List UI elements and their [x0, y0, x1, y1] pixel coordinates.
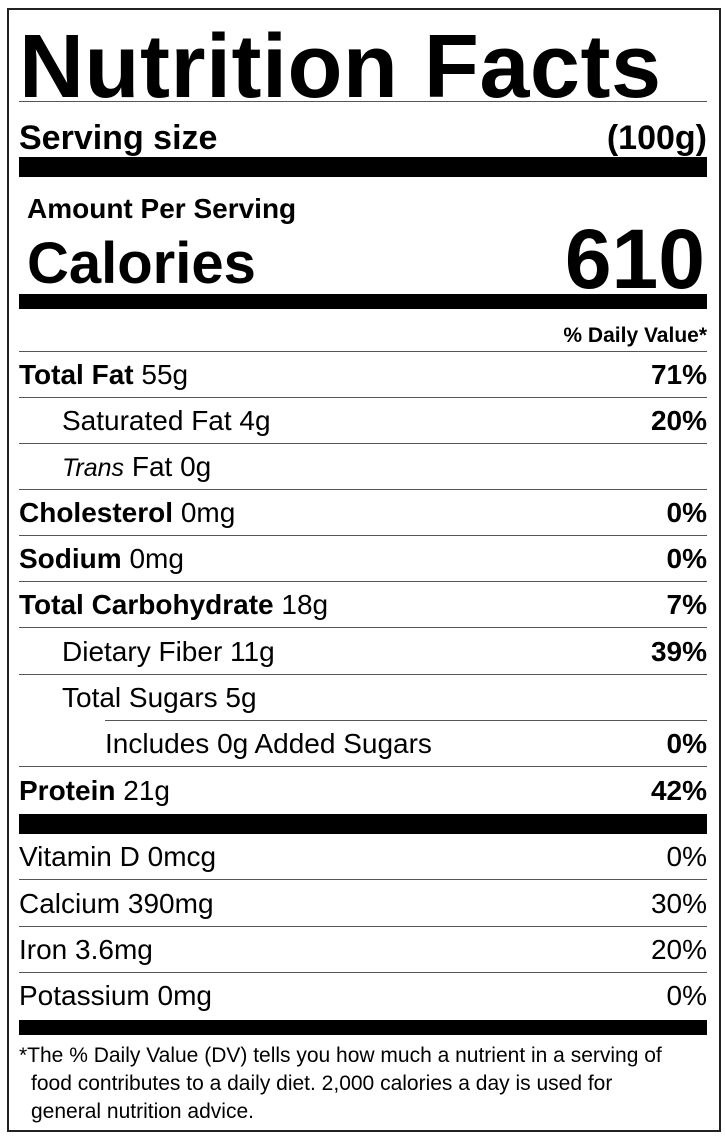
nutrient-name: Total Fat [19, 359, 134, 390]
label-title: Nutrition Facts [19, 17, 662, 117]
vitamin-row-potassium: Potassium 0mg 0% [19, 973, 707, 1019]
nutrient-amount: 55g [141, 359, 189, 390]
nutrient-name: Saturated Fat 4g [62, 405, 271, 436]
nutrient-dv: 0% [666, 497, 707, 528]
nutrient-row-total-sugars: Total Sugars 5g [19, 675, 707, 721]
nutrient-name: Includes 0g Added Sugars [105, 728, 432, 759]
nutrient-dv: 0% [666, 728, 707, 759]
vitamin-row-iron: Iron 3.6mg 20% [19, 927, 707, 973]
nutrient-row-saturated-fat: Saturated Fat 4g 20% [19, 398, 707, 444]
vitamin-name: Vitamin D 0mcg [19, 841, 217, 872]
nutrient-name: Cholesterol [19, 497, 174, 528]
thick-divider [19, 294, 707, 309]
nutrition-facts-label: Nutrition Facts Serving size (100g) Amou… [7, 8, 721, 1132]
nutrient-name: Total Sugars 5g [62, 682, 257, 713]
vitamin-dv: 30% [650, 888, 707, 919]
divider [19, 101, 707, 102]
vitamin-dv: 0% [666, 841, 707, 872]
divider [19, 351, 707, 352]
thick-divider [19, 157, 707, 177]
nutrient-amount: 21g [123, 775, 170, 806]
nutrient-row-total-carbohydrate: Total Carbohydrate 18g 7% [19, 582, 707, 628]
nutrient-dv: 7% [666, 589, 707, 620]
nutrient-amount: 0mg [129, 543, 184, 574]
serving-size-label: Serving size [19, 119, 218, 157]
nutrient-name: Total Carbohydrate [19, 589, 274, 620]
thick-divider [19, 1020, 707, 1035]
nutrient-row-added-sugars: Includes 0g Added Sugars 0% [19, 721, 707, 767]
vitamin-name: Iron 3.6mg [19, 934, 153, 965]
serving-size-row: Serving size (100g) [19, 118, 707, 158]
nutrient-row-total-fat: Total Fat 55g 71% [19, 352, 707, 398]
nutrient-row-trans-fat: Trans Fat 0g [19, 444, 707, 490]
vitamin-dv: 0% [666, 980, 707, 1011]
serving-size-value: (100g) [606, 119, 707, 157]
nutrient-name-italic: Trans [62, 454, 125, 482]
nutrient-amount: 0mg [180, 497, 236, 528]
nutrient-row-dietary-fiber: Dietary Fiber 11g 39% [19, 629, 707, 675]
calories-label: Calories [27, 231, 256, 296]
amount-per-serving: Amount Per Serving [27, 193, 297, 224]
vitamin-row-calcium: Calcium 390mg 30% [19, 881, 707, 927]
nutrient-name: Dietary Fiber 11g [62, 636, 275, 667]
vitamin-name: Calcium 390mg [19, 888, 214, 919]
nutrient-amount: 18g [281, 589, 329, 620]
nutrient-row-protein: Protein 21g 42% [19, 768, 707, 814]
vitamin-row-vitamin-d: Vitamin D 0mcg 0% [19, 834, 707, 880]
nutrient-dv: 71% [650, 359, 707, 390]
vitamin-dv: 20% [650, 934, 707, 965]
nutrient-dv: 39% [650, 636, 707, 667]
nutrient-name: Sodium [19, 543, 122, 574]
nutrient-name: Fat 0g [124, 451, 212, 482]
calories-value: 610 [564, 212, 705, 306]
nutrient-dv: 42% [650, 775, 707, 806]
thick-divider [19, 814, 707, 834]
nutrient-row-sodium: Sodium 0mg 0% [19, 536, 707, 582]
nutrient-row-cholesterol: Cholesterol 0mg 0% [19, 490, 707, 536]
nutrient-dv: 0% [666, 543, 707, 574]
daily-value-header: % Daily Value* [563, 324, 707, 347]
vitamin-name: Potassium 0mg [19, 980, 212, 1011]
nutrient-name: Protein [19, 775, 116, 806]
footnote: *The % Daily Value (DV) tells you how mu… [19, 1044, 662, 1123]
nutrient-dv: 20% [650, 405, 707, 436]
